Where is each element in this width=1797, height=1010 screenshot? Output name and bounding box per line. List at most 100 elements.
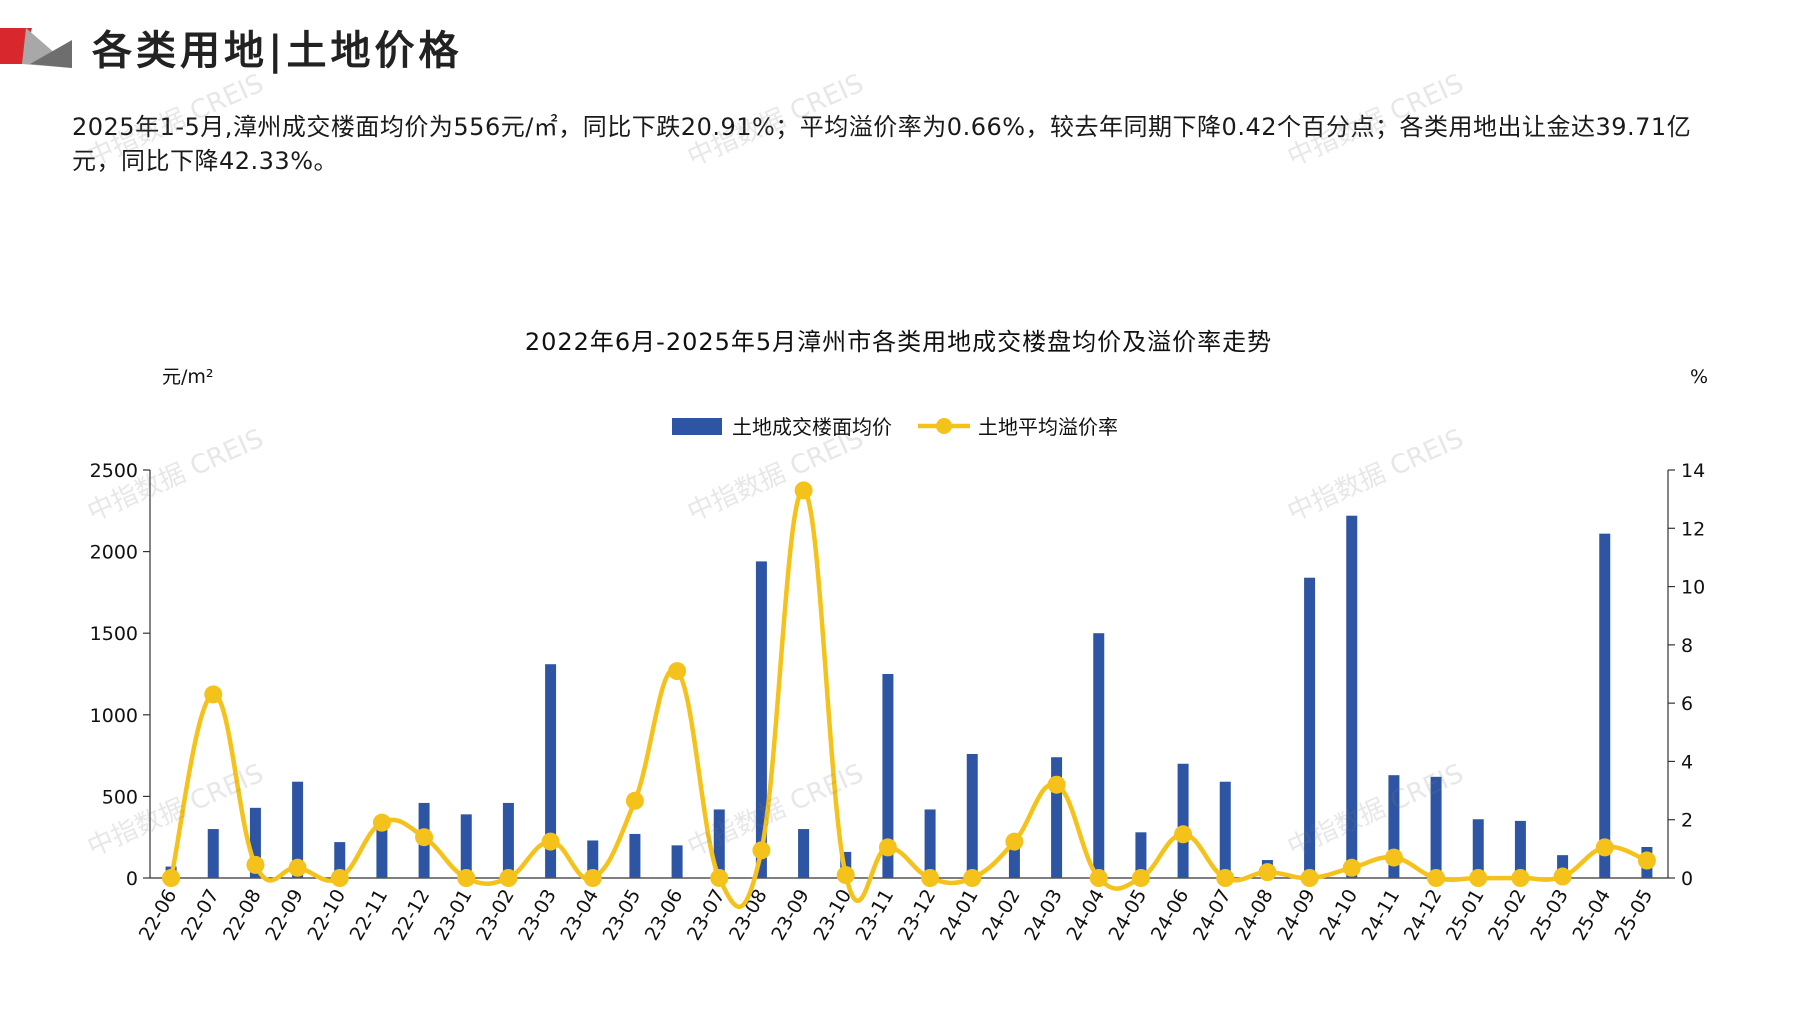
line-point	[583, 869, 602, 887]
x-tick-label: 24-11	[1358, 886, 1405, 945]
brand-logo	[0, 28, 72, 68]
line-point	[836, 866, 855, 885]
line-point	[668, 662, 687, 681]
x-tick-label: 25-04	[1568, 886, 1615, 945]
x-tick-label: 25-03	[1526, 886, 1573, 945]
legend-swatch-bar	[672, 418, 722, 435]
x-tick-label: 22-07	[177, 886, 224, 945]
left-tick-label: 500	[102, 786, 138, 808]
bar	[1388, 775, 1400, 878]
x-tick-label: 23-04	[556, 886, 603, 945]
bar	[334, 842, 346, 878]
x-tick-label: 23-03	[514, 886, 561, 945]
left-tick-label: 2000	[90, 542, 138, 564]
x-tick-label: 24-07	[1189, 886, 1236, 945]
x-tick-label: 23-06	[641, 886, 688, 945]
right-tick-label: 2	[1681, 810, 1693, 832]
line-point	[1595, 838, 1614, 857]
line-point	[162, 869, 181, 887]
line-point	[878, 838, 897, 857]
bar	[460, 814, 472, 878]
line-point	[1258, 863, 1277, 882]
line-point	[1047, 775, 1066, 794]
x-tick-label: 24-02	[978, 886, 1025, 945]
bar	[1008, 843, 1020, 878]
x-tick-label: 22-08	[219, 886, 266, 945]
line-point	[1005, 832, 1024, 851]
chart-title: 2022年6月-2025年5月漳州市各类用地成交楼盘均价及溢价率走势	[524, 328, 1273, 356]
line-point	[330, 869, 349, 887]
x-tick-label: 23-05	[599, 886, 646, 945]
page-header: 各类用地|土地价格	[0, 0, 1797, 100]
right-tick-label: 10	[1681, 577, 1705, 599]
bar	[924, 809, 936, 878]
line-point	[1300, 869, 1319, 887]
x-tick-label: 22-10	[303, 886, 350, 945]
bar	[1177, 763, 1189, 878]
x-tick-label: 25-01	[1442, 886, 1489, 945]
left-tick-label: 2500	[90, 460, 138, 482]
x-tick-label: 24-09	[1273, 886, 1320, 945]
line-point	[1511, 869, 1530, 887]
bar	[502, 802, 514, 878]
line-point	[963, 869, 982, 887]
x-tick-label: 24-10	[1315, 886, 1362, 945]
bar	[207, 829, 219, 878]
line-point	[794, 481, 813, 500]
x-tick-label: 23-01	[430, 886, 477, 945]
bar	[249, 807, 261, 878]
right-tick-label: 4	[1681, 751, 1693, 773]
bar	[798, 829, 810, 878]
x-tick-label: 23-09	[767, 886, 814, 945]
x-tick-label: 23-11	[852, 886, 899, 945]
line-point	[1216, 869, 1235, 887]
left-tick-label: 0	[126, 868, 138, 890]
line-point	[541, 832, 560, 851]
x-tick-label: 25-02	[1484, 886, 1531, 945]
x-tick-label: 23-02	[472, 886, 519, 945]
line-point	[1384, 848, 1403, 867]
bar	[671, 845, 683, 878]
x-tick-label: 24-03	[1020, 886, 1067, 945]
summary-text: 2025年1-5月,漳州成交楼面均价为556元/㎡，同比下跌20.91%；平均溢…	[72, 113, 1692, 175]
bar	[629, 833, 641, 878]
x-tick-label: 24-06	[1147, 886, 1194, 945]
left-tick-label: 1500	[90, 623, 138, 645]
x-tick-label: 22-12	[388, 886, 435, 945]
line-point	[921, 869, 940, 887]
right-tick-label: 12	[1681, 518, 1705, 540]
line-point	[1469, 869, 1488, 887]
line-point	[372, 813, 391, 832]
x-tick-label: 25-05	[1611, 886, 1658, 945]
line-point	[625, 791, 644, 810]
bar	[1304, 577, 1316, 878]
right-tick-label: 8	[1681, 635, 1693, 657]
line-point	[457, 869, 476, 887]
bar	[1472, 819, 1484, 878]
bar	[1599, 533, 1611, 878]
line-point	[1174, 825, 1193, 844]
x-tick-label: 22-06	[135, 886, 182, 945]
right-tick-label: 0	[1681, 868, 1693, 890]
legend-label-bar: 土地成交楼面均价	[732, 415, 892, 439]
logo-dark-shape	[30, 40, 72, 68]
x-tick-label: 24-01	[936, 886, 983, 945]
right-tick-label: 6	[1681, 693, 1693, 715]
line-point	[1089, 869, 1108, 887]
line-point	[246, 855, 265, 874]
bar	[1135, 832, 1147, 878]
bar	[376, 824, 388, 878]
legend-label-line: 土地平均溢价率	[978, 415, 1118, 439]
line-point	[415, 828, 434, 847]
x-tick-label: 24-08	[1231, 886, 1278, 945]
line-point	[1131, 869, 1150, 887]
line-point	[1553, 867, 1572, 886]
bar	[966, 753, 978, 878]
bar	[1346, 515, 1358, 878]
bar	[292, 781, 304, 878]
x-tick-label: 23-10	[809, 886, 856, 945]
bar	[713, 809, 725, 878]
line-point	[1637, 851, 1656, 870]
bar	[587, 840, 599, 878]
left-axis-unit: 元/m²	[162, 366, 214, 388]
